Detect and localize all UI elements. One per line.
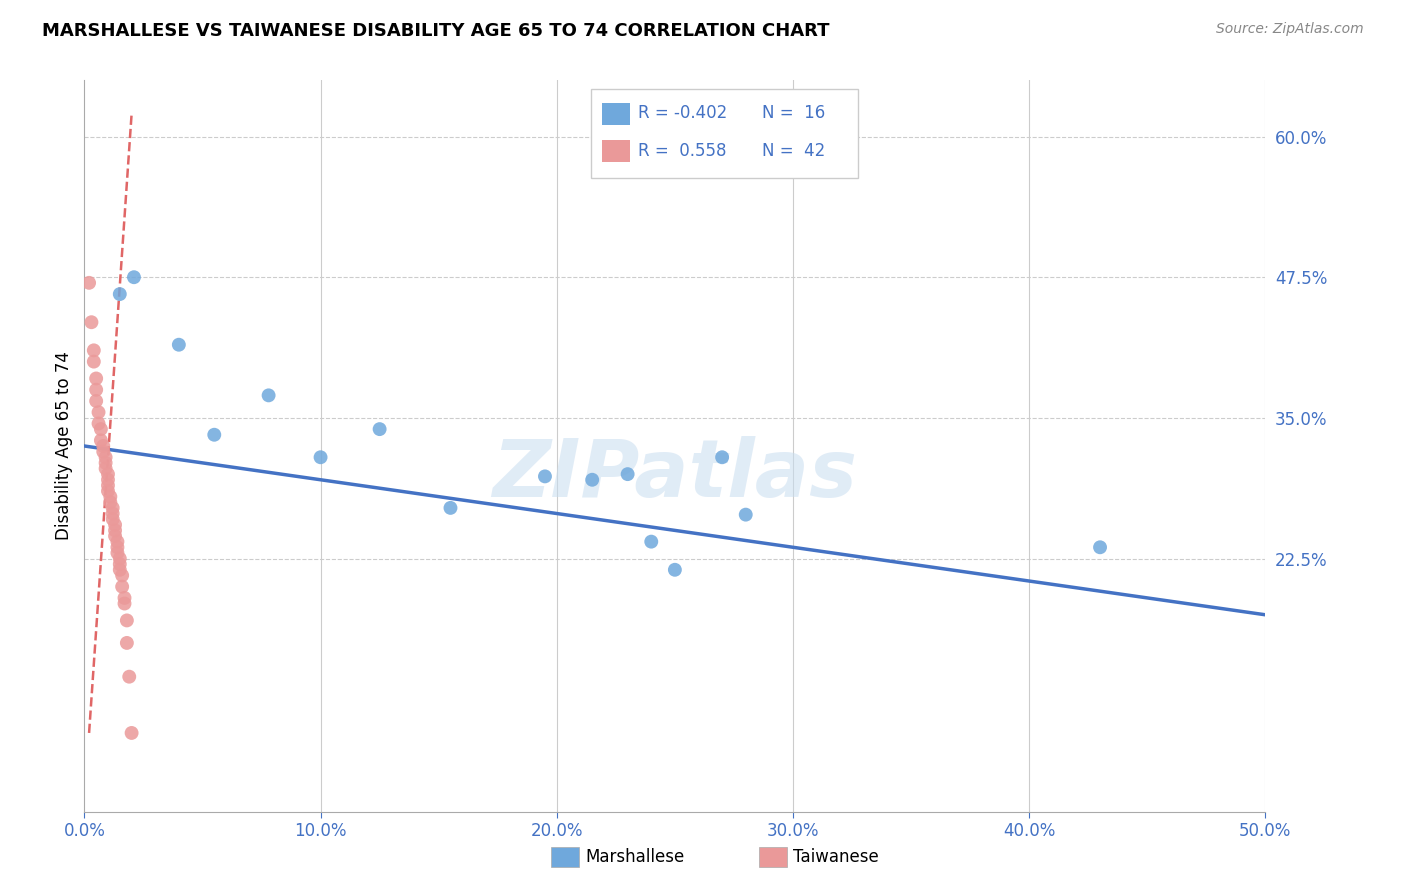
Text: R =  0.558: R = 0.558 <box>638 142 727 160</box>
Point <box>108 557 131 571</box>
Point <box>101 512 124 526</box>
Point <box>98 490 121 504</box>
Point <box>616 467 638 482</box>
Point <box>309 450 332 465</box>
Point <box>107 534 129 549</box>
Text: MARSHALLESE VS TAIWANESE DISABILITY AGE 65 TO 74 CORRELATION CHART: MARSHALLESE VS TAIWANESE DISABILITY AGE … <box>42 22 830 40</box>
Text: Marshallese: Marshallese <box>585 848 685 866</box>
Point <box>101 500 124 515</box>
Point <box>734 508 756 522</box>
Point <box>90 422 112 436</box>
Text: Taiwanese: Taiwanese <box>793 848 879 866</box>
Point <box>91 439 114 453</box>
Point <box>83 343 105 358</box>
Text: N =  16: N = 16 <box>762 104 825 122</box>
Point <box>101 507 124 521</box>
Text: N =  42: N = 42 <box>762 142 825 160</box>
Point <box>1088 541 1111 555</box>
Point <box>94 456 117 470</box>
Point <box>115 614 138 628</box>
Point <box>664 563 686 577</box>
Point <box>108 551 131 566</box>
Point <box>122 270 145 285</box>
Text: R = -0.402: R = -0.402 <box>638 104 727 122</box>
Point <box>94 461 117 475</box>
Point <box>640 534 662 549</box>
Point <box>84 383 107 397</box>
Point <box>97 473 120 487</box>
Point <box>87 417 110 431</box>
Point <box>83 354 105 368</box>
Point <box>84 371 107 385</box>
Point <box>257 388 280 402</box>
Point <box>118 670 141 684</box>
Point <box>111 568 134 582</box>
Point <box>87 405 110 419</box>
Point <box>114 591 136 605</box>
Point <box>108 287 131 301</box>
Point <box>104 529 127 543</box>
Point <box>581 473 603 487</box>
Point <box>202 427 225 442</box>
Point <box>107 546 129 560</box>
Point <box>94 450 117 465</box>
Point <box>104 524 127 538</box>
Point <box>90 434 112 448</box>
Point <box>368 422 391 436</box>
Point <box>114 597 136 611</box>
Point <box>77 276 100 290</box>
Point <box>84 394 107 409</box>
Point <box>115 636 138 650</box>
Point <box>104 517 127 532</box>
Point <box>91 444 114 458</box>
Point <box>98 495 121 509</box>
Point <box>439 500 461 515</box>
Point <box>108 563 131 577</box>
Point <box>111 580 134 594</box>
Y-axis label: Disability Age 65 to 74: Disability Age 65 to 74 <box>55 351 73 541</box>
Point <box>711 450 734 465</box>
Text: Source: ZipAtlas.com: Source: ZipAtlas.com <box>1216 22 1364 37</box>
Point <box>97 483 120 498</box>
Point <box>80 315 103 329</box>
Point <box>121 726 143 740</box>
Point <box>97 478 120 492</box>
Text: ZIPatlas: ZIPatlas <box>492 436 858 515</box>
Point <box>167 337 190 351</box>
Point <box>534 469 557 483</box>
Point <box>107 541 129 555</box>
Point <box>97 467 120 482</box>
